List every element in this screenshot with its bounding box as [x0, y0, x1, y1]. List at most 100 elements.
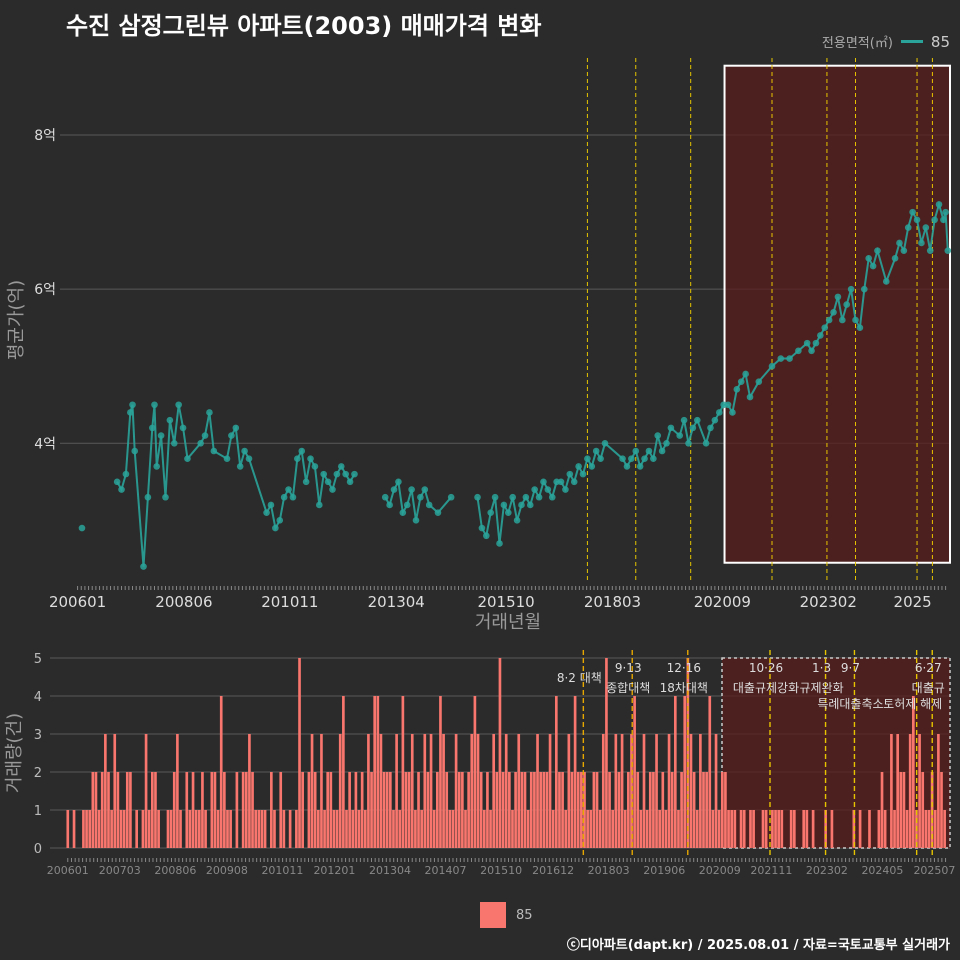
price-x-tick-label: 2025 — [894, 593, 932, 611]
price-point — [140, 563, 147, 570]
price-point — [386, 501, 393, 509]
volume-bar — [423, 734, 427, 848]
volume-bar — [890, 734, 893, 848]
volume-bar — [235, 772, 239, 848]
volume-bar — [645, 810, 649, 848]
price-point — [170, 439, 178, 447]
volume-bar — [733, 810, 737, 848]
volume-bar — [329, 772, 333, 848]
price-point — [839, 316, 846, 324]
volume-x-tick-label: 201407 — [425, 864, 467, 877]
volume-bar — [501, 772, 505, 848]
volume-bar — [288, 810, 292, 848]
price-point — [491, 493, 499, 501]
volume-x-tick-label: 200601 — [47, 864, 89, 877]
price-point — [144, 493, 152, 501]
price-x-tick-label: 201304 — [368, 593, 425, 611]
legend-label: 85 — [930, 32, 950, 51]
volume-y-tick-label: 5 — [34, 652, 42, 667]
volume-bar — [257, 810, 261, 848]
volume-x-tick-label: 201011 — [261, 864, 303, 877]
volume-bar — [911, 696, 915, 848]
volume-y-tick-label: 0 — [34, 842, 42, 857]
volume-bar — [893, 810, 896, 848]
price-point — [904, 224, 912, 231]
price-point — [676, 432, 684, 439]
price-point — [869, 262, 877, 270]
volume-bar — [254, 810, 258, 848]
price-point — [860, 285, 868, 293]
price-point — [843, 301, 851, 308]
volume-bar — [316, 810, 320, 848]
volume-bar — [523, 772, 527, 848]
volume-bar — [777, 810, 780, 848]
price-point — [118, 486, 125, 493]
price-point — [575, 463, 582, 470]
price-point — [272, 524, 279, 532]
price-point — [900, 247, 908, 254]
price-point — [228, 432, 235, 439]
volume-bar — [122, 810, 126, 848]
volume-bar — [858, 810, 862, 848]
price-point — [412, 517, 420, 524]
price-point — [148, 424, 156, 432]
price-point — [548, 493, 556, 501]
volume-bar — [110, 810, 113, 848]
volume-bar — [188, 810, 192, 848]
price-point — [632, 447, 640, 455]
volume-bar — [692, 772, 696, 848]
price-point — [597, 455, 604, 463]
volume-bar — [295, 810, 298, 848]
price-point — [526, 501, 534, 509]
price-y-tick-label: 4억 — [34, 436, 56, 452]
volume-y-tick-label: 2 — [34, 766, 42, 781]
volume-bar — [116, 772, 120, 848]
legend-line-icon — [900, 40, 923, 43]
price-point — [113, 478, 121, 486]
volume-bar — [752, 810, 755, 848]
volume-bar — [742, 810, 746, 848]
price-point — [667, 424, 675, 432]
volume-bar — [533, 772, 536, 848]
volume-bar — [326, 772, 330, 848]
price-point — [808, 347, 815, 355]
volume-bar — [633, 696, 636, 848]
volume-bar — [792, 810, 796, 848]
price-point — [276, 517, 284, 524]
credit: ⓒ디아파트(dapt.kr) / 2025.08.01 / 자료=국토교통부 실… — [566, 938, 950, 953]
price-point — [236, 463, 244, 470]
price-point — [223, 455, 231, 463]
volume-bar — [482, 810, 486, 848]
volume-bar — [100, 772, 104, 848]
volume-bar — [154, 772, 157, 848]
volume-bar — [479, 772, 483, 848]
price-point — [570, 478, 578, 486]
volume-bar — [301, 772, 304, 848]
price-point — [483, 532, 490, 540]
volume-bar — [551, 810, 555, 848]
policy-label: 9·13 — [615, 661, 642, 675]
volume-bar — [899, 772, 903, 848]
volume-bar — [210, 772, 214, 848]
volume-bar — [420, 810, 423, 848]
price-x-tick-label: 202009 — [694, 593, 751, 611]
volume-bar — [435, 772, 439, 848]
volume-bar — [135, 810, 139, 848]
volume-bar — [213, 772, 217, 848]
volume-bar — [185, 772, 189, 848]
price-point — [882, 278, 890, 285]
policy-label-detail: 규제완화 — [799, 681, 843, 695]
volume-bar — [542, 772, 546, 848]
volume-bar — [404, 772, 408, 848]
volume-bar — [473, 696, 477, 848]
volume-bar — [548, 734, 552, 848]
price-point — [834, 293, 842, 301]
volume-x-tick-label: 201803 — [588, 864, 630, 877]
volume-bar — [918, 734, 921, 848]
volume-bar — [705, 772, 708, 848]
volume-bar — [554, 696, 558, 848]
volume-bar — [461, 772, 464, 848]
price-point — [592, 447, 600, 455]
volume-bar — [486, 772, 489, 848]
